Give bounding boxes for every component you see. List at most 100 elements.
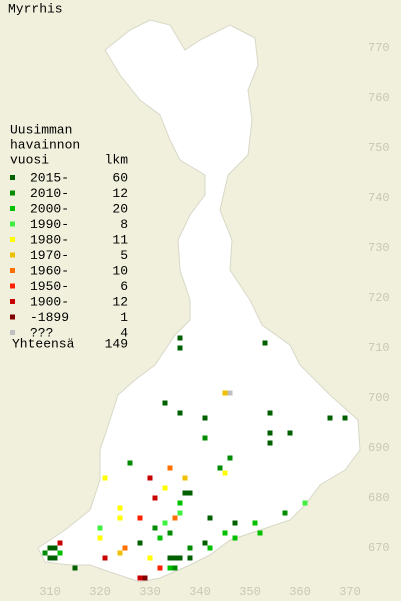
map-title: Myrrhis [8,1,63,16]
observation [327,415,333,421]
observation [72,565,78,571]
legend-label: 1900- [30,294,69,309]
y-coord-label: 700 [368,391,390,405]
legend-swatch [10,330,15,335]
legend-label: 1970- [30,248,69,263]
observation [267,430,273,436]
legend-title: vuosi [10,152,49,167]
observation [342,415,348,421]
observation [97,525,103,531]
legend-count: 10 [112,263,128,278]
legend-count: 20 [112,201,128,216]
y-coord-label: 750 [368,141,390,155]
observation [282,510,288,516]
legend-count: 4 [120,325,128,340]
observation [162,520,168,526]
legend-label: 2015- [30,170,69,185]
observation [222,390,228,396]
observation [182,490,188,496]
observation [187,555,193,561]
legend-count: 8 [120,217,128,232]
observation [232,520,238,526]
observation [47,545,53,551]
observation [102,475,108,481]
y-coord-label: 720 [368,291,390,305]
legend-swatch [10,221,15,227]
legend-count: 1 [120,310,128,325]
y-coord-label: 770 [368,41,390,55]
observation [47,555,53,561]
legend-title: havainnon [10,137,80,152]
observation [137,515,143,521]
y-coord-label: 710 [368,341,390,355]
observation [252,520,258,526]
observation [177,510,183,516]
legend-count: 60 [112,170,128,185]
observation [117,550,123,556]
observation [142,575,148,581]
observation [262,340,268,346]
x-coord-label: 370 [339,585,361,599]
legend-count: 12 [112,186,128,201]
observation [152,525,158,531]
observation [177,345,183,351]
observation [162,400,168,406]
legend-swatch [10,237,15,242]
observation [167,530,173,536]
observation [137,540,143,546]
observation [57,550,63,556]
x-coord-label: 350 [239,585,261,599]
observation [172,515,178,521]
observation [137,575,143,581]
x-coord-label: 360 [289,585,311,599]
observation [227,455,233,461]
legend-label: 1990- [30,217,69,232]
observation [167,565,173,571]
x-coord-label: 340 [189,585,211,599]
legend-swatch [10,190,15,196]
legend-swatch [10,299,15,304]
observation [202,435,208,441]
legend-count: 6 [120,279,128,294]
observation [177,500,183,506]
observation [157,565,163,571]
observation [122,545,128,551]
observation [227,390,233,396]
observation [52,555,58,561]
observation [117,515,123,521]
y-coord-label: 690 [368,441,390,455]
observation [147,475,153,481]
observation [172,565,178,571]
x-coord-label: 310 [39,585,61,599]
y-coord-label: 730 [368,241,390,255]
legend-count: 5 [120,248,128,263]
observation [207,545,213,551]
observation [147,555,153,561]
observation [182,475,188,481]
legend-count: 12 [112,294,128,309]
observation [57,540,63,546]
legend-count: 11 [112,232,128,247]
observation [287,430,293,436]
legend-label: 1980- [30,232,69,247]
observation [42,550,48,556]
legend-swatch [10,314,15,320]
y-coord-label: 670 [368,541,390,555]
observation [207,515,213,521]
observation [222,530,228,536]
legend-count-header: lkm [105,152,129,167]
legend-total-label: Yhteensä [12,336,75,351]
observation [267,410,273,416]
legend-title: Uusimman [10,122,72,137]
observation [267,440,273,446]
observation [202,540,208,546]
y-coord-label: 680 [368,491,390,505]
observation [52,545,58,551]
legend-swatch [10,175,15,180]
observation [97,535,103,541]
legend-total: 149 [105,336,128,351]
observation [187,490,193,496]
x-coord-label: 320 [89,585,111,599]
observation [177,335,183,341]
